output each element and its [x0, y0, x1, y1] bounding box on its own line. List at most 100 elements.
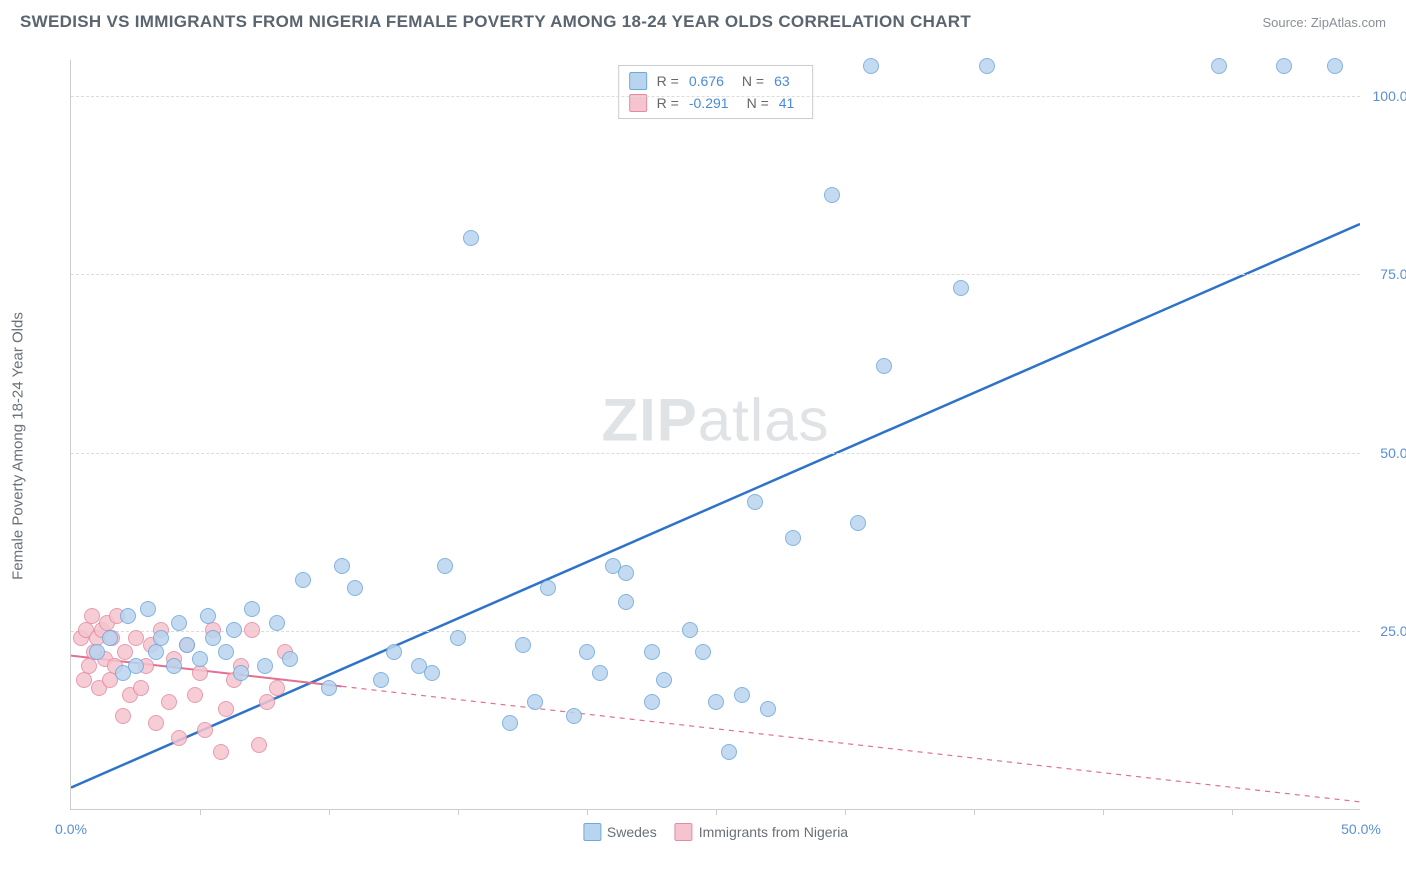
data-point [282, 651, 298, 667]
data-point [205, 630, 221, 646]
data-point [171, 730, 187, 746]
legend: Swedes Immigrants from Nigeria [583, 823, 848, 841]
x-tick-mark [1232, 809, 1233, 815]
x-tick-mark [974, 809, 975, 815]
y-tick-label: 75.0% [1380, 266, 1406, 282]
data-point [785, 530, 801, 546]
x-tick-mark [587, 809, 588, 815]
data-point [760, 701, 776, 717]
source-attribution: Source: ZipAtlas.com [1262, 15, 1386, 30]
data-point [644, 644, 660, 660]
x-tick-mark [329, 809, 330, 815]
scatter-chart: ZIPatlas R = 0.676 N = 63 R = -0.291 N =… [70, 60, 1360, 810]
legend-label-swedes: Swedes [607, 824, 657, 840]
x-tick-mark [200, 809, 201, 815]
n-label: N = [742, 73, 764, 89]
data-point [334, 558, 350, 574]
correlation-stats-box: R = 0.676 N = 63 R = -0.291 N = 41 [618, 65, 814, 119]
data-point [734, 687, 750, 703]
grid-line [71, 453, 1360, 454]
x-tick-label: 50.0% [1341, 821, 1381, 837]
y-tick-label: 100.0% [1373, 88, 1406, 104]
data-point [257, 658, 273, 674]
data-point [128, 630, 144, 646]
data-point [1211, 58, 1227, 74]
legend-item-swedes: Swedes [583, 823, 657, 841]
data-point [656, 672, 672, 688]
data-point [644, 694, 660, 710]
data-point [102, 630, 118, 646]
data-point [148, 644, 164, 660]
data-point [1276, 58, 1292, 74]
data-point [218, 644, 234, 660]
data-point [153, 630, 169, 646]
data-point [527, 694, 543, 710]
data-point [179, 637, 195, 653]
data-point [450, 630, 466, 646]
data-point [747, 494, 763, 510]
data-point [566, 708, 582, 724]
data-point [269, 680, 285, 696]
data-point [592, 665, 608, 681]
r-label: R = [657, 73, 679, 89]
data-point [463, 230, 479, 246]
watermark: ZIPatlas [601, 385, 829, 454]
data-point [295, 572, 311, 588]
r-value-nigeria: -0.291 [689, 95, 729, 111]
data-point [89, 644, 105, 660]
data-point [213, 744, 229, 760]
swatch-swedes [583, 823, 601, 841]
data-point [218, 701, 234, 717]
legend-item-nigeria: Immigrants from Nigeria [675, 823, 848, 841]
data-point [386, 644, 402, 660]
x-tick-mark [1103, 809, 1104, 815]
grid-line [71, 96, 1360, 97]
data-point [863, 58, 879, 74]
data-point [953, 280, 969, 296]
y-axis-label: Female Poverty Among 18-24 Year Olds [10, 312, 27, 580]
x-tick-label: 0.0% [55, 821, 87, 837]
data-point [347, 580, 363, 596]
data-point [76, 672, 92, 688]
data-point [721, 744, 737, 760]
data-point [695, 644, 711, 660]
x-tick-mark [845, 809, 846, 815]
swatch-swedes [629, 72, 647, 90]
data-point [618, 594, 634, 610]
data-point [115, 708, 131, 724]
data-point [1327, 58, 1343, 74]
n-value-nigeria: 41 [779, 95, 795, 111]
data-point [618, 565, 634, 581]
data-point [233, 665, 249, 681]
y-tick-label: 25.0% [1380, 623, 1406, 639]
data-point [120, 608, 136, 624]
data-point [133, 680, 149, 696]
grid-line [71, 274, 1360, 275]
data-point [682, 622, 698, 638]
data-point [502, 715, 518, 731]
data-point [171, 615, 187, 631]
data-point [850, 515, 866, 531]
data-point [117, 644, 133, 660]
data-point [161, 694, 177, 710]
data-point [148, 715, 164, 731]
n-label: N = [747, 95, 769, 111]
data-point [269, 615, 285, 631]
data-point [515, 637, 531, 653]
data-point [579, 644, 595, 660]
data-point [540, 580, 556, 596]
data-point [200, 608, 216, 624]
legend-label-nigeria: Immigrants from Nigeria [699, 824, 848, 840]
r-value-swedes: 0.676 [689, 73, 724, 89]
data-point [708, 694, 724, 710]
data-point [259, 694, 275, 710]
data-point [192, 651, 208, 667]
r-label: R = [657, 95, 679, 111]
data-point [321, 680, 337, 696]
data-point [244, 601, 260, 617]
page-title: SWEDISH VS IMMIGRANTS FROM NIGERIA FEMAL… [20, 12, 971, 32]
data-point [979, 58, 995, 74]
n-value-swedes: 63 [774, 73, 790, 89]
data-point [244, 622, 260, 638]
data-point [437, 558, 453, 574]
